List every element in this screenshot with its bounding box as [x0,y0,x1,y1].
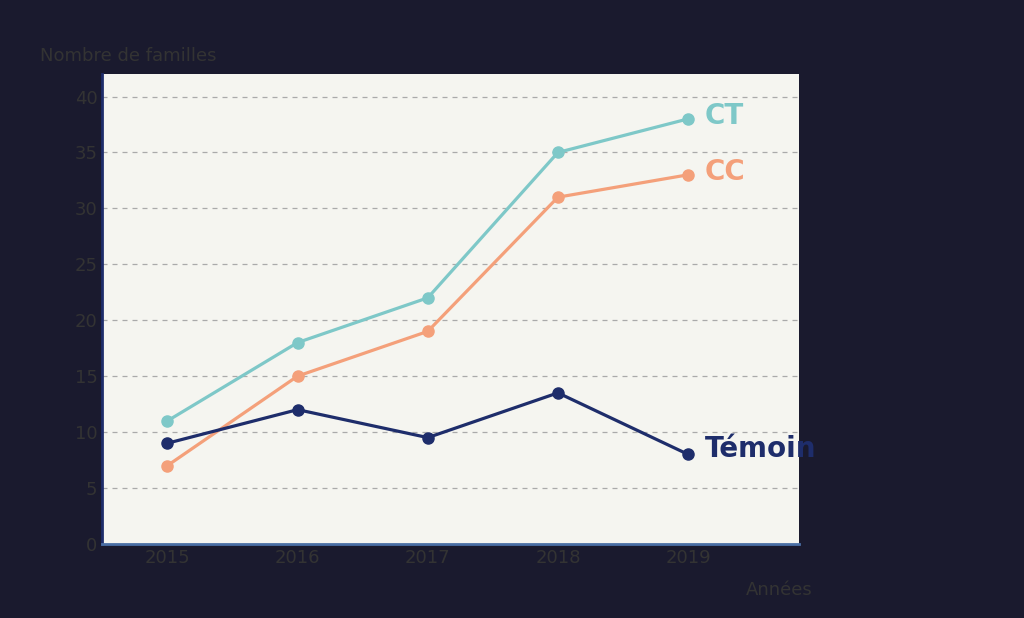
Text: Nombre de familles: Nombre de familles [40,47,216,65]
Text: CC: CC [705,158,745,186]
Text: CT: CT [705,102,744,130]
Text: Années: Années [745,582,813,599]
Text: Témoin: Témoin [705,435,816,463]
